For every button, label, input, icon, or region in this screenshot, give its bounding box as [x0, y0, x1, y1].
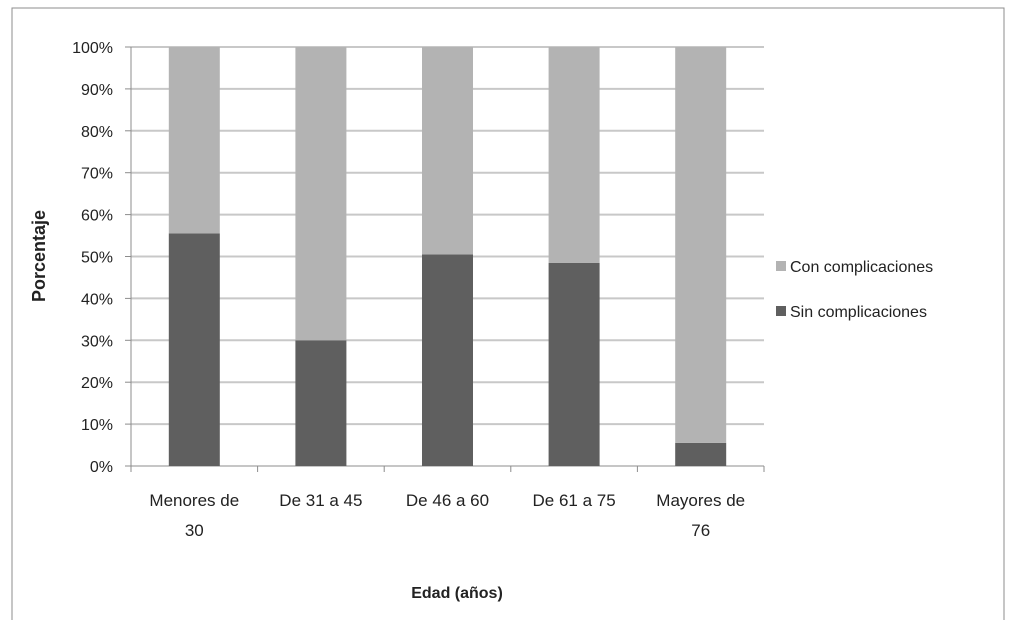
- bar-con-complicaciones: [548, 47, 600, 263]
- bar-con-complicaciones: [295, 47, 347, 341]
- y-tick-label: 60%: [81, 208, 113, 225]
- legend-label-sin-complicaciones: Sin complicaciones: [790, 304, 927, 321]
- x-axis-title: Edad (años): [411, 585, 503, 602]
- bar-con-complicaciones: [675, 47, 727, 443]
- x-category-label: De 61 a 75: [533, 491, 616, 510]
- bar-sin-complicaciones: [422, 254, 473, 466]
- y-tick-label: 30%: [81, 333, 113, 350]
- legend-swatch-con-complicaciones: [776, 261, 786, 271]
- x-category-label: Mayores de: [656, 491, 745, 510]
- bar-con-complicaciones: [422, 47, 473, 255]
- bar-con-complicaciones: [168, 47, 220, 234]
- x-category-label: De 31 a 45: [279, 491, 362, 510]
- x-category-label: De 46 a 60: [406, 491, 489, 510]
- bar-sin-complicaciones: [675, 442, 727, 466]
- y-tick-label: 90%: [81, 82, 113, 99]
- legend-swatch-sin-complicaciones: [776, 306, 786, 316]
- y-tick-label: 70%: [81, 166, 113, 183]
- y-tick-label: 20%: [81, 375, 113, 392]
- y-tick-label: 10%: [81, 417, 113, 434]
- y-tick-label: 0%: [90, 459, 113, 476]
- y-tick-label: 80%: [81, 124, 113, 141]
- bar-sin-complicaciones: [295, 340, 347, 466]
- plot-area: 0% 10% 20% 30% 40% 50% 60% 70% 80% 90% 100% Menores…: [72, 40, 765, 540]
- x-category-label: Menores de: [149, 491, 239, 510]
- bar-sin-complicaciones: [168, 233, 220, 466]
- x-category-label: 30: [185, 521, 204, 540]
- y-tick-label: 40%: [81, 291, 113, 308]
- y-tick-label: 50%: [81, 250, 113, 267]
- y-axis-title: Porcentaje: [29, 210, 49, 302]
- x-category-label: 76: [691, 521, 710, 540]
- legend-label-con-complicaciones: Con complicaciones: [790, 259, 933, 276]
- legend: Con complicaciones Sin complicaciones: [776, 259, 933, 321]
- y-tick-label: 100%: [72, 40, 113, 57]
- bar-sin-complicaciones: [548, 262, 600, 466]
